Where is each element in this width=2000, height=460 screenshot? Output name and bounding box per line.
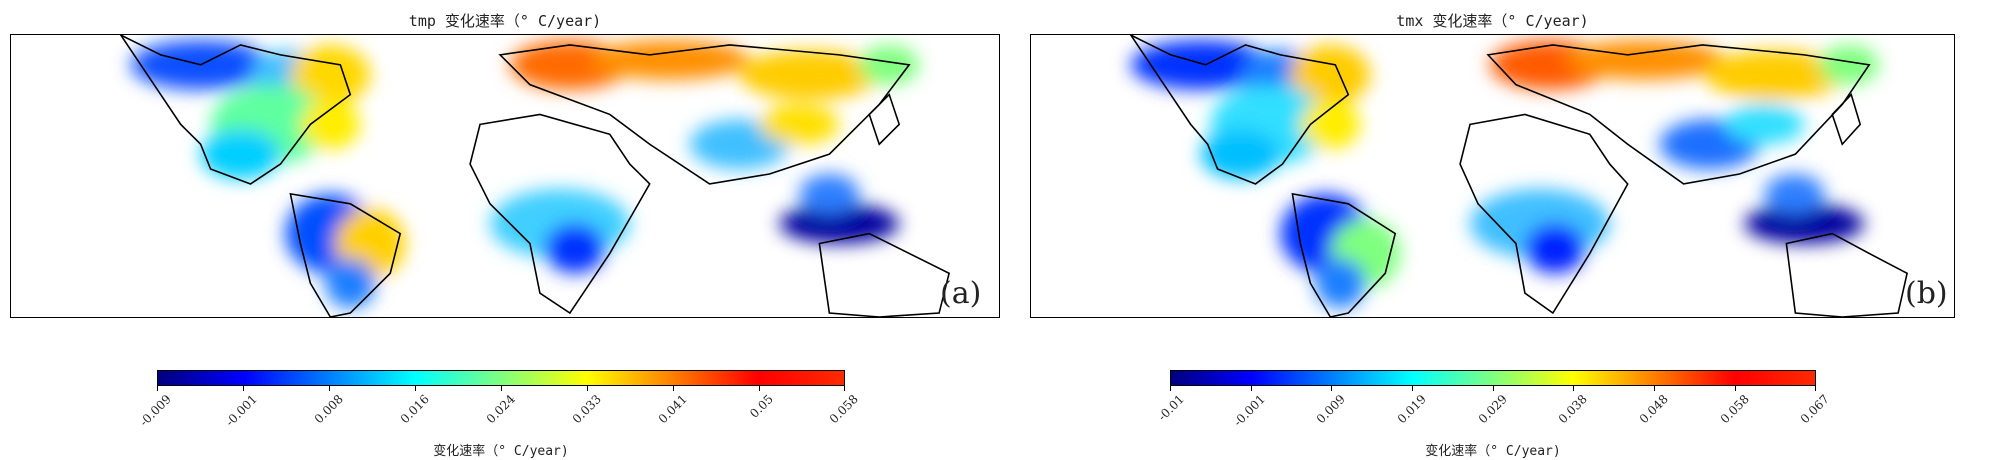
panel-b-heatmap (1130, 39, 1880, 309)
panel-b-title: tmx 变化速率（° C/year) (1396, 12, 1589, 30)
tick (501, 386, 502, 391)
panel-a-coastlines (119, 35, 951, 317)
tick (1170, 386, 1171, 391)
tick (844, 386, 845, 391)
panel-a-colorbar-label: 变化速率（° C/year) (433, 444, 569, 459)
tick-label: -0.001 (1230, 392, 1268, 430)
tick (243, 386, 244, 391)
tick-label: 0.041 (655, 392, 690, 427)
tick-label: 0.029 (1475, 392, 1510, 427)
tick (1654, 386, 1655, 391)
panel-a-colorbar (157, 370, 845, 386)
tick (415, 386, 416, 391)
tick (1251, 386, 1252, 391)
tick (1331, 386, 1332, 391)
tick-label: 0.067 (1797, 392, 1832, 427)
tick-label: 0.05 (747, 392, 776, 421)
tick-label: 0.016 (397, 392, 432, 427)
tick (329, 386, 330, 391)
tick-label: 0.058 (826, 392, 861, 427)
panel-b-map (1030, 34, 1955, 318)
tick (1815, 386, 1816, 391)
tick-label: 0.048 (1636, 392, 1671, 427)
tick (1573, 386, 1574, 391)
panel-b-tag: (b) (1905, 276, 1948, 311)
tick (157, 386, 158, 391)
tick-label: -0.009 (136, 392, 174, 430)
tick-label: 0.038 (1555, 392, 1590, 427)
tick (1412, 386, 1413, 391)
panel-b-coastlines (1129, 35, 1909, 317)
panel-a-title: tmp 变化速率（° C/year) (408, 12, 602, 30)
tick-label: 0.019 (1394, 392, 1429, 427)
tick (673, 386, 674, 391)
panel-b-colorbar (1170, 370, 1816, 386)
tick-label: 0.058 (1717, 392, 1752, 427)
panel-a-map (10, 34, 1000, 318)
tick-label: 0.033 (569, 392, 604, 427)
tick-label: 0.009 (1313, 392, 1348, 427)
tick (759, 386, 760, 391)
tick-label: -0.01 (1155, 392, 1187, 424)
panel-a-tag: (a) (940, 276, 982, 311)
tick-label: 0.008 (311, 392, 346, 427)
tick (1735, 386, 1736, 391)
tick (587, 386, 588, 391)
panel-a-map-svg (119, 35, 951, 317)
tick-label: -0.001 (222, 392, 260, 430)
tick-label: 0.024 (483, 392, 518, 427)
panel-b-map-svg (1129, 35, 1909, 317)
panel-b-colorbar-label: 变化速率（° C/year) (1425, 444, 1561, 459)
tick (1493, 386, 1494, 391)
